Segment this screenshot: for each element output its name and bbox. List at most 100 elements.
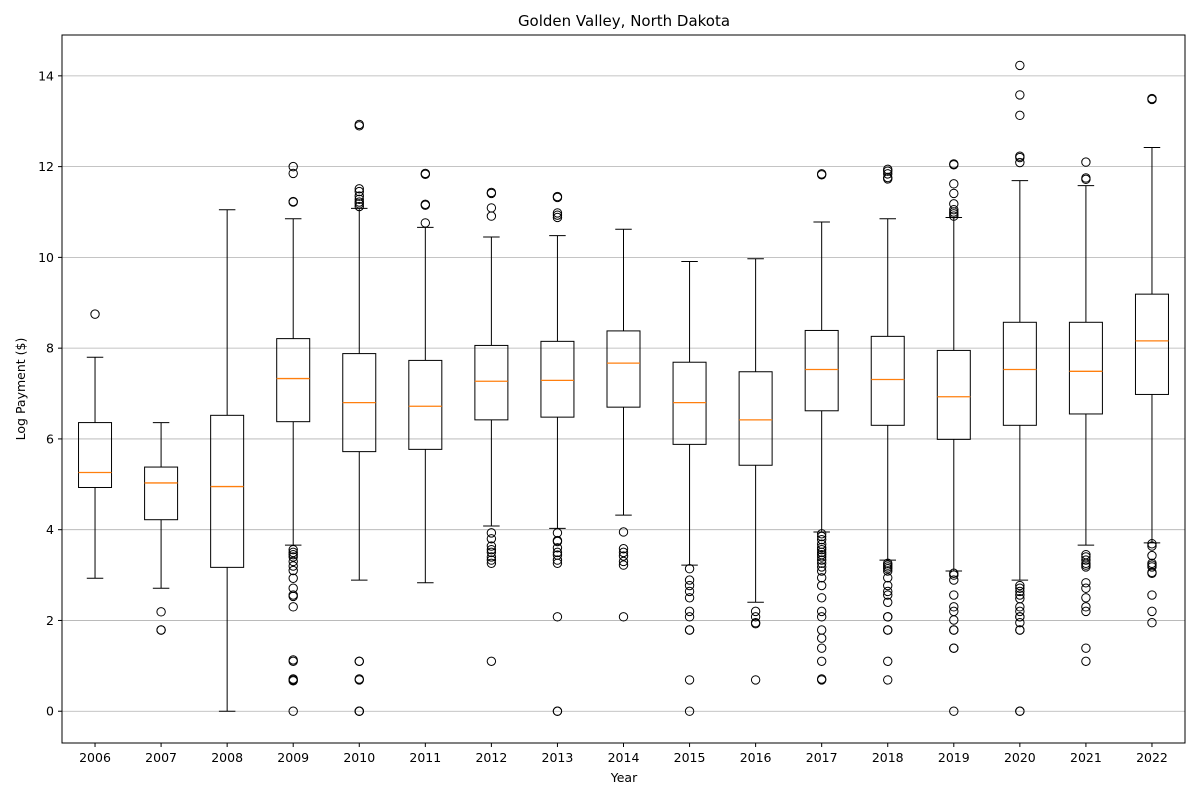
outlier-point [354, 201, 364, 212]
outlier-point [486, 656, 497, 667]
outlier-point [949, 205, 959, 215]
outlier-point [684, 575, 695, 585]
box-2018 [870, 164, 905, 685]
outlier-point [486, 558, 497, 568]
outlier-point [618, 560, 629, 570]
outlier-point [816, 529, 827, 539]
outlier-point [420, 200, 431, 210]
outlier-point [816, 625, 827, 635]
outlier-point [552, 547, 563, 558]
outlier-point [486, 541, 497, 551]
outlier-point [354, 121, 364, 131]
x-tick-label: 2022 [1136, 750, 1168, 765]
outlier-point [1147, 618, 1157, 628]
outlier-point [949, 188, 959, 199]
outlier-point [618, 612, 629, 622]
outlier-point [552, 208, 563, 218]
outlier-point [816, 534, 827, 545]
outlier-point [883, 169, 893, 179]
outlier-point [1081, 593, 1091, 603]
box-2015 [672, 260, 707, 716]
box-iqr [936, 349, 971, 440]
outlier-point [288, 549, 298, 560]
outlier-point [883, 612, 893, 622]
outlier-point [1081, 560, 1091, 570]
outlier-point [354, 656, 364, 667]
outlier-point [486, 528, 497, 538]
outlier-point [949, 160, 959, 170]
outlier-point [486, 547, 497, 558]
outlier-point [1015, 90, 1025, 100]
x-tick-label: 2018 [872, 750, 904, 765]
outlier-point [949, 615, 959, 625]
y-tick-label: 10 [38, 250, 54, 265]
outlier-point [1015, 157, 1025, 168]
box-2007 [144, 422, 179, 635]
x-tick-label: 2007 [145, 750, 177, 765]
x-axis-label: Year [610, 770, 638, 785]
outlier-point [288, 556, 298, 567]
outlier-point [618, 551, 629, 561]
x-tick-label: 2008 [211, 750, 243, 765]
outlier-point [486, 552, 497, 562]
outlier-point [883, 586, 893, 597]
outlier-point [816, 606, 827, 617]
outlier-point [816, 552, 827, 562]
outlier-point [156, 607, 166, 617]
outlier-point [288, 602, 298, 612]
outlier-point [486, 203, 497, 213]
box-2014 [606, 228, 641, 622]
box-2008 [210, 209, 245, 712]
outlier-point [883, 566, 893, 576]
outlier-point [816, 547, 827, 558]
outlier-point [552, 555, 563, 565]
outlier-point [883, 580, 893, 591]
outlier-point [156, 625, 166, 635]
outlier-point [684, 593, 695, 603]
outlier-point [486, 544, 497, 555]
outlier-point [883, 166, 893, 176]
box-2010 [342, 119, 377, 716]
y-axis-label: Log Payment ($) [13, 338, 28, 441]
y-axis-ticks: 0 2 4 6 8 10 12 14 [38, 68, 62, 719]
x-tick-label: 2013 [542, 750, 574, 765]
outlier-point [949, 625, 959, 635]
outlier-point [883, 675, 893, 685]
box-iqr [804, 329, 839, 412]
outlier-point [816, 612, 827, 622]
outlier-point [816, 593, 827, 603]
box-iqr [144, 466, 179, 521]
outlier-point [486, 211, 497, 221]
outlier-point [354, 184, 364, 194]
outlier-point [883, 564, 893, 574]
outlier-point [816, 544, 827, 555]
outlier-point [684, 606, 695, 617]
outlier-point [750, 612, 761, 622]
outlier-point [816, 566, 827, 576]
outlier-point [1081, 656, 1091, 667]
outlier-point [816, 656, 827, 667]
outlier-point [1015, 625, 1025, 635]
y-tick-label: 12 [38, 159, 54, 174]
box-iqr [1134, 293, 1169, 395]
outlier-point [1015, 152, 1025, 163]
outlier-point [1015, 110, 1025, 121]
outlier-point [288, 197, 298, 207]
box-iqr [474, 344, 509, 421]
box-2020 [1002, 60, 1037, 716]
outlier-point [288, 168, 298, 179]
outlier-point [354, 191, 364, 201]
outlier-point [684, 706, 695, 716]
outlier-point [1081, 583, 1091, 593]
outlier-point [354, 199, 364, 209]
outlier-point [618, 547, 629, 558]
outlier-point [552, 536, 563, 547]
box-iqr [276, 338, 311, 423]
outlier-point [420, 169, 431, 180]
outlier-point [949, 209, 959, 219]
outlier-point [1015, 706, 1025, 716]
outlier-point [949, 179, 959, 189]
outlier-point [816, 675, 827, 685]
outlier-point [288, 573, 298, 583]
outlier-point [618, 527, 629, 537]
